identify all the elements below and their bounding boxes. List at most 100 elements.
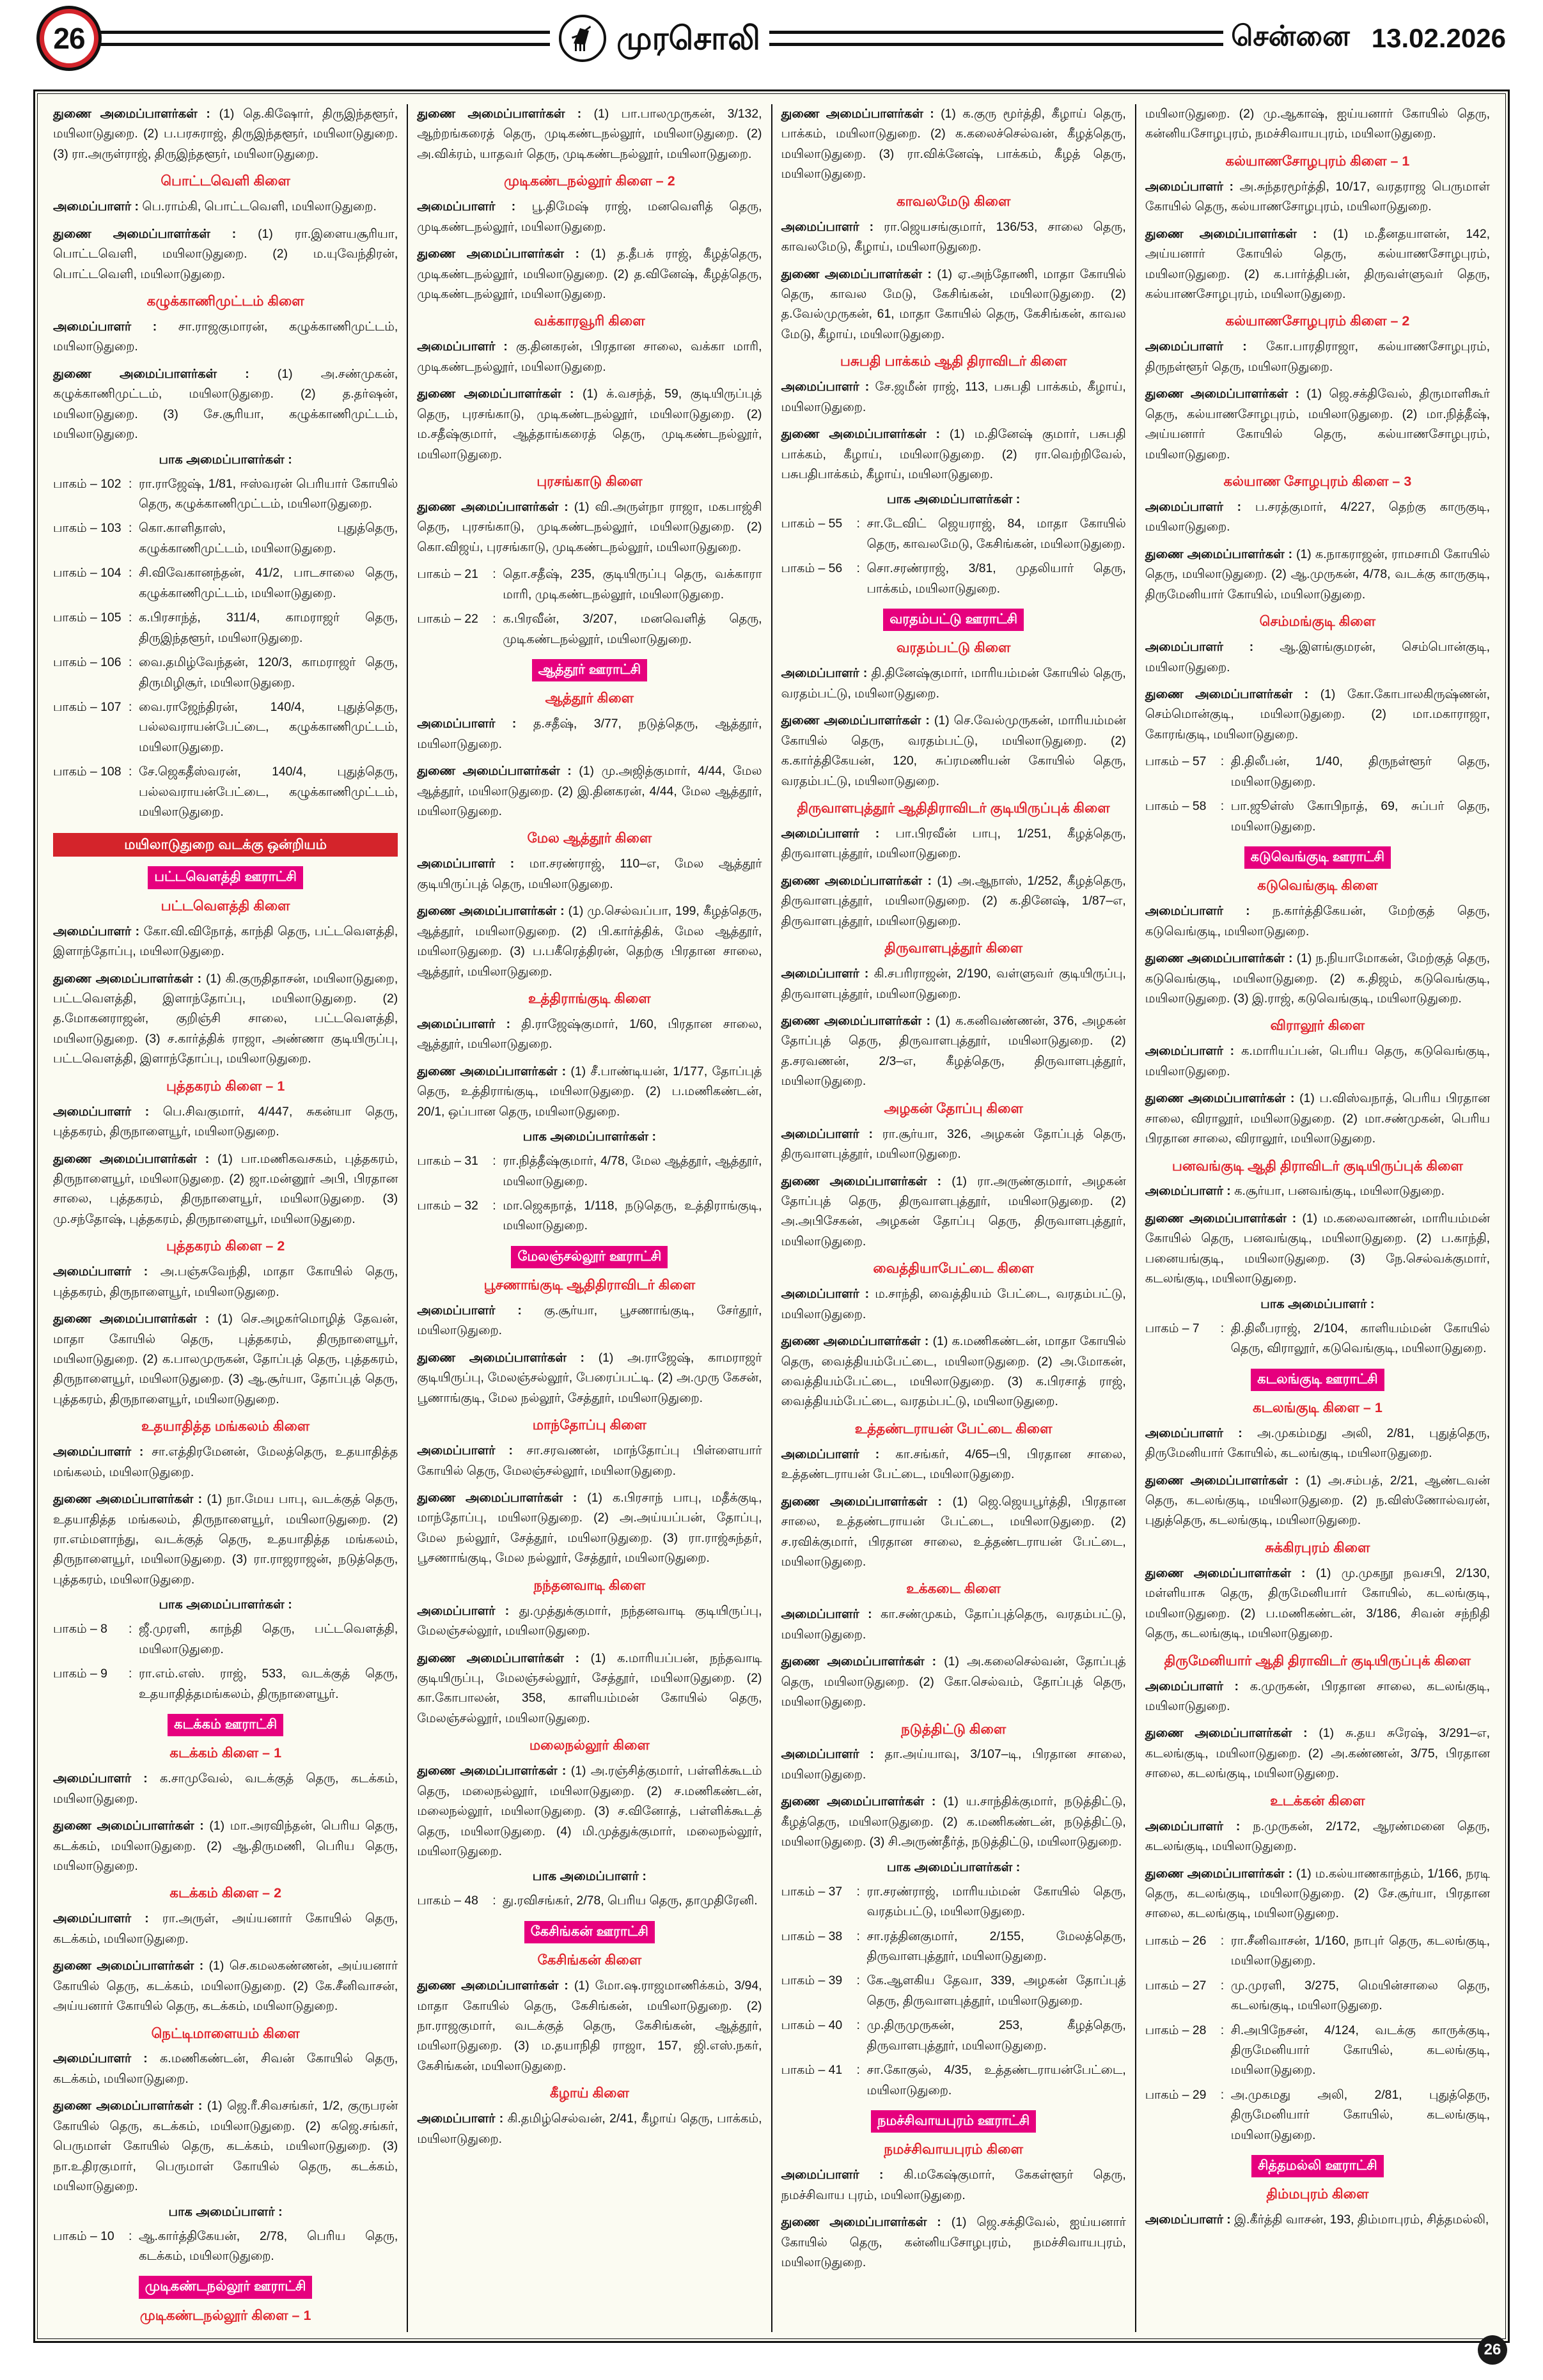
office-bearer-paragraph: துணை அமைப்பாளர்கள் : (1) மு.செல்வப்பா, 1… (417, 904, 762, 979)
part-organiser-name: தொ.சதீஷ், 235, குடியிருப்பு தெரு, வக்கார… (503, 567, 762, 602)
branch-heading: பூசணாங்குடி ஆதிதிராவிடர் கிளை (483, 1277, 696, 1293)
office-bearer-paragraph: துணை அமைப்பாளர்கள் : (1) மு.முகநூ நவசபி,… (1145, 1566, 1490, 1641)
office-bearer-paragraph: துணை அமைப்பாளர்கள் : (1) அ.சண்முகன், கழு… (53, 366, 398, 442)
part-row: பாகம் – 103: கொ.காளிதாஸ், புதுத்தெரு, கழு… (53, 518, 398, 559)
role-label: துணை அமைப்பாளர்கள் : (781, 1334, 929, 1349)
role-label: அமைப்பாளர் : (781, 967, 869, 981)
part-organiser-name: ரா.சீனிவாசன், 1/160, நாபுர் தெரு, கடலங்க… (1230, 1933, 1490, 1968)
part-row: பாகம் – 48: து.ரவிசங்கர், 2/78, பெரிய தெர… (417, 1891, 762, 1911)
office-bearer-paragraph: அமைப்பாளர் : ம.சாந்தி, வைத்தியம் பேட்டை,… (781, 1287, 1126, 1321)
role-label: துணை அமைப்பாளர்கள் : (781, 267, 932, 281)
branch-heading: கடக்கம் கிளை – 1 (169, 1745, 282, 1761)
office-bearer-paragraph: அமைப்பாளர் : கி.சபரிராஜன், 2/190, வள்ளுவ… (781, 967, 1126, 1001)
role-label: துணை அமைப்பாளர்கள் : (781, 713, 930, 728)
office-bearer-paragraph: துணை அமைப்பாளர்கள் : (1) க்.வசந்த், 59, … (417, 387, 762, 462)
branch-heading: பசுபதி பாக்கம் ஆதி திராவிடர் கிளை (840, 354, 1067, 369)
office-bearer-paragraph: துணை அமைப்பாளர்கள் : (1) பா.பாலமுருகன், … (417, 107, 762, 161)
rising-sun-emblem-icon (559, 15, 607, 62)
part-row: பாகம் – 56: சொ.சரண்ராஜ், 3/81, முதலியார் … (781, 559, 1126, 599)
part-row: பாகம் – 58: பா.ஜூள்ஸ் கோபிநாத், 69, சுப்ப… (1145, 797, 1490, 837)
office-bearer-paragraph: அமைப்பாளர் : ப.சரத்குமார், 4/227, தெற்கு… (1145, 499, 1491, 534)
role-label: அமைப்பாளர் : (1145, 904, 1250, 919)
office-bearer-paragraph: துணை அமைப்பாளர்கள் : (1) ரா.இளையசூரியா, … (53, 226, 398, 281)
part-organiser-name: மு.முரளி, 3/275, மெயின்சாலை தெரு, கடலங்க… (1230, 1978, 1490, 2013)
office-bearer-paragraph: துணை அமைப்பாளர்கள் : (1) அ.ராஜேஷ், காமரா… (417, 1350, 762, 1405)
panchayat-banner: மேலஞ்சல்லூர் ஊராட்சி (511, 1245, 668, 1269)
part-colon: : (492, 1154, 496, 1169)
part-colon: : (129, 655, 132, 670)
part-organiser-name: அ.முகமது அலி, 2/81, புதுத்தெரு, திருமேனி… (1230, 2087, 1490, 2142)
role-label: துணை அமைப்பாளர்கள் : (1145, 1211, 1297, 1225)
part-row: பாகம் – 108: சே.ஜெகதீஸ்வரன், 140/4, புதுத… (53, 762, 398, 822)
role-label: அமைப்பாளர் : (53, 199, 139, 214)
office-bearer-paragraph: அமைப்பாளர் : அ.முகம்மது அலி, 2/81, புதுத… (1145, 1426, 1490, 1461)
part-colon: : (856, 1973, 860, 1988)
role-label: துணை அமைப்பாளர்கள் : (781, 1794, 936, 1809)
part-colon: : (129, 1667, 132, 1681)
part-colon: : (856, 1884, 860, 1899)
office-bearer-paragraph: அமைப்பாளர் : பூ.திமேஷ் ராஜ், மனவெளித் தெ… (417, 199, 762, 234)
role-label: துணை அமைப்பாளர்கள் : (417, 1764, 567, 1778)
branch-heading: கடக்கம் கிளை – 2 (169, 1885, 282, 1901)
role-label: துணை அமைப்பாளர்கள் : (781, 1494, 943, 1509)
office-bearer-paragraph: அமைப்பாளர் : ந.கார்த்திகேயன், மேற்குத் த… (1145, 904, 1491, 938)
edition-city: சென்னை (1231, 20, 1350, 52)
role-label: துணை அமைப்பாளர்கள் : (417, 247, 580, 261)
role-label: அமைப்பாளர் : (781, 219, 874, 234)
part-number: பாகம் – 48 (417, 1894, 478, 1908)
role-label: அமைப்பாளர் : (53, 1771, 148, 1786)
column-3: துணை அமைப்பாளர்கள் : (1) க.குரு மூர்த்தி… (771, 104, 1135, 2332)
role-label: அமைப்பாளர் : (781, 2168, 884, 2182)
part-colon: : (129, 611, 132, 625)
role-label: அமைப்பாளர் : (417, 1303, 522, 1318)
part-number: பாகம் – 104 (53, 566, 121, 580)
role-label: துணை அமைப்பாளர்கள் : (417, 499, 568, 514)
office-bearer-paragraph: துணை அமைப்பாளர்கள் : (1) க.மாரியப்பன், ந… (417, 1651, 762, 1725)
role-label: துணை அமைப்பாளர்கள் : (53, 1312, 210, 1326)
branch-heading: புரசங்காடு கிளை (537, 474, 643, 489)
part-number: பாகம் – 31 (417, 1154, 478, 1169)
panchayat-banner: பட்டவெளத்தி ஊராட்சி (148, 866, 303, 889)
office-bearer-paragraph: அமைப்பாளர் : மா.சரண்ராஜ், 110–எ, மேல ஆத்… (417, 857, 762, 891)
branch-heading: கல்யாணசோழபுரம் கிளை – 1 (1225, 153, 1410, 169)
office-bearer-paragraph: துணை அமைப்பாளர்கள் : (1) ம.கல்யாணகாந்தம்… (1145, 1866, 1490, 1921)
office-bearer-paragraph: அமைப்பாளர் : க.மணிகண்டன், சிவன் கோயில் த… (53, 2051, 398, 2086)
branch-heading: உத்தண்டராயன் பேட்டை கிளை (854, 1420, 1053, 1436)
office-bearer-paragraph: துணை அமைப்பாளர்கள் : (1) ப.விஸ்வநாத், பெ… (1145, 1091, 1490, 1146)
part-colon: : (129, 699, 132, 714)
branch-heading: உதயாதித்த மங்கலம் கிளை (141, 1419, 310, 1435)
part-organiser-name: சா.டேவிட் ஜெயராஜ், 84, மாதா கோயில் தெரு,… (866, 517, 1126, 551)
column-2: துணை அமைப்பாளர்கள் : (1) பா.பாலமுருகன், … (407, 104, 771, 2332)
role-label: துணை அமைப்பாளர்கள் : (417, 1979, 568, 1993)
part-number: பாகம் – 28 (1145, 2023, 1207, 2037)
office-bearer-paragraph: அமைப்பாளர் : கோ.பாரதிராஜா, கல்யாணசோழபுரம… (1145, 339, 1490, 374)
role-label: அமைப்பாளர் : (417, 339, 508, 354)
role-label: துணை அமைப்பாளர்கள் : (53, 1959, 204, 1973)
masthead-brand: முரசொலி (547, 15, 772, 62)
role-label: துணை அமைப்பாளர்கள் : (1145, 951, 1293, 966)
branch-heading: அழகன் தோப்பு கிளை (884, 1100, 1023, 1116)
office-bearer-paragraph: அமைப்பாளர் : சே.ஜமீன் ராஜ், 113, பசுபதி … (781, 380, 1126, 414)
role-label: அமைப்பாளர் : (781, 666, 868, 681)
part-organiser-name: ஆ.கார்த்திகேயன், 2/78, பெரிய தெரு, கடக்க… (139, 2228, 398, 2263)
role-label: துணை அமைப்பாளர்கள் : (417, 387, 574, 401)
office-bearer-paragraph: துணை அமைப்பாளர்கள் : (1) மோ.ஷ.ராஜமாணிக்க… (417, 1979, 762, 2073)
masthead: 26 முரசொலி சென்னை 13.02.2 (33, 0, 1510, 77)
branch-heading: புத்தகரம் கிளை – 2 (166, 1238, 285, 1254)
part-colon: : (1220, 2023, 1225, 2037)
panchayat-banner: கடுவெங்குடி ஊராட்சி (1244, 846, 1391, 869)
office-bearer-paragraph: அமைப்பாளர் : க.முருகன், பிரதான சாலை, கடல… (1145, 1679, 1490, 1713)
part-row: பாகம் – 39: கே.ஆளகிய தேவா, 339, அழகன் தோப… (781, 1971, 1126, 2011)
branch-heading: கல்யாண சோழபுரம் கிளை – 3 (1223, 474, 1412, 489)
office-bearer-paragraph: துணை அமைப்பாளர்கள் : (1) நா.மேய பாபு, வட… (53, 1492, 398, 1587)
panchayat-banner: கடக்கம் ஊராட்சி (168, 1714, 284, 1737)
part-number: பாகம் – 41 (781, 2063, 843, 2078)
role-label: அமைப்பாளர் : (53, 1264, 148, 1279)
office-bearer-paragraph: அமைப்பாளர் : க.மாரியப்பன், பெரிய தெரு, க… (1145, 1044, 1490, 1078)
office-bearer-paragraph: அமைப்பாளர் : ரா.அருள், அய்யனார் கோயில் த… (53, 1911, 398, 1946)
office-bearer-paragraph: துணை அமைப்பாளர்கள் : (1) மா.அரவிந்தன், ப… (53, 1819, 398, 1873)
role-label: அமைப்பாளர் : (1145, 1044, 1235, 1059)
office-bearer-paragraph: துணை அமைப்பாளர்கள் : (1) க.கனிவண்ணன், 37… (781, 1013, 1126, 1089)
page-number-badge: 26 (40, 9, 98, 68)
